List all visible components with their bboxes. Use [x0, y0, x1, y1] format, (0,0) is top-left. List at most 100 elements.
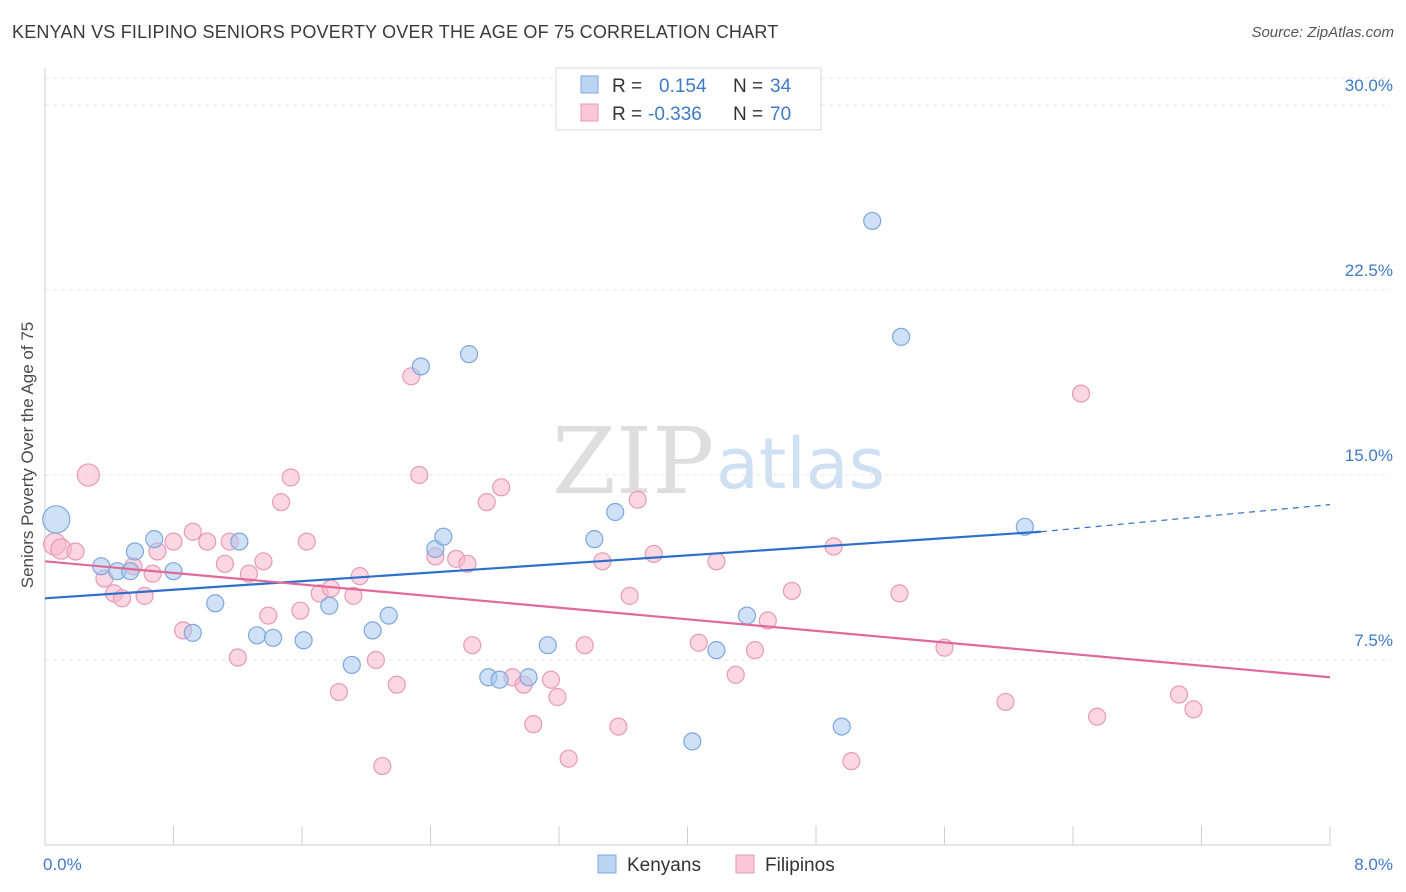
kenyan-point: [230, 532, 249, 551]
filipino-point: [745, 641, 765, 660]
filipino-point: [890, 584, 909, 603]
kenyan-point: [342, 655, 361, 675]
filipino-point: [164, 532, 183, 551]
filipino-point: [373, 756, 392, 776]
axes: [44, 68, 1331, 846]
kenyan-point: [459, 345, 479, 364]
filipino-point: [66, 542, 85, 561]
filipino-point: [281, 468, 300, 487]
filipino-point: [366, 650, 385, 670]
kenyan-point: [320, 596, 339, 615]
filipino-point: [609, 717, 628, 736]
series-legend: Kenyans Filipinos: [597, 854, 835, 876]
y-tick-labels: 7.5% 15.0% 22.5% 30.0%: [1345, 76, 1393, 650]
bottom-legend-label-filipinos: Filipinos: [765, 855, 835, 876]
filipino-point: [344, 586, 363, 605]
filipino-point: [1184, 700, 1203, 719]
watermark-atlas: atlas: [716, 423, 885, 505]
chart-title: KENYAN VS FILIPINO SENIORS POVERTY OVER …: [12, 22, 779, 42]
filipino-point: [726, 665, 745, 684]
legend-r-label-kenyans: R =: [612, 76, 642, 97]
legend-r-label-filipinos: R =: [612, 104, 642, 125]
filipino-point: [76, 463, 101, 487]
legend-swatch-filipinos: [580, 103, 599, 122]
kenyan-point: [737, 606, 757, 625]
y-tick-label: 22.5%: [1345, 261, 1393, 280]
filipino-point: [548, 687, 567, 707]
filipino-point: [1087, 707, 1107, 726]
kenyan-point: [892, 327, 911, 346]
filipino-point: [628, 490, 647, 509]
kenyan-point: [606, 502, 625, 522]
kenyans-trend-extension: [1040, 504, 1331, 533]
legend-r-value-filipinos: -0.336: [648, 104, 702, 125]
filipino-point: [996, 692, 1015, 712]
filipino-point: [492, 478, 511, 497]
filipino-point: [707, 552, 726, 571]
kenyan-point: [363, 621, 382, 640]
filipino-point: [135, 586, 154, 605]
kenyan-point: [1015, 517, 1034, 536]
filipino-point: [254, 552, 273, 571]
legend-n-value-kenyans: 34: [770, 76, 792, 97]
filipino-point: [842, 752, 861, 771]
x-tick-labels: 0.0% 8.0%: [43, 855, 1393, 874]
kenyan-point: [707, 641, 726, 660]
filipino-point: [410, 465, 429, 485]
filipino-point: [758, 611, 777, 630]
kenyan-point: [863, 211, 882, 231]
y-tick-label: 15.0%: [1345, 446, 1393, 465]
kenyan-point: [247, 626, 267, 645]
kenyan-point: [263, 628, 283, 647]
legend-n-value-filipinos: 70: [770, 104, 791, 125]
kenyan-point: [294, 631, 313, 650]
filipino-point: [1169, 685, 1189, 704]
legend-n-label-kenyans: N =: [733, 76, 763, 97]
correlation-legend: R = 0.154 N = 34 R = -0.336 N = 70: [555, 67, 822, 131]
y-tick-label: 30.0%: [1345, 76, 1393, 95]
x-tick-label-min: 0.0%: [43, 855, 82, 874]
kenyan-point: [164, 562, 183, 581]
y-tick-label: 7.5%: [1354, 631, 1393, 650]
filipino-point: [387, 675, 406, 694]
filipinos-trend-line: [44, 560, 1331, 679]
bottom-legend-label-kenyans: Kenyans: [627, 855, 701, 876]
filipino-point: [291, 601, 310, 620]
legend-swatch-kenyans: [580, 75, 599, 94]
kenyan-point: [411, 357, 430, 376]
filipino-point: [297, 532, 316, 551]
kenyan-point: [585, 530, 604, 549]
kenyans-points: [42, 211, 1034, 751]
kenyans-trend-line: [44, 530, 1041, 600]
kenyan-point: [832, 717, 851, 736]
legend-r-value-kenyans: 0.154: [659, 76, 707, 97]
filipino-point: [559, 749, 578, 768]
source-label: Source: ZipAtlas.com: [1251, 24, 1394, 41]
filipino-point: [524, 715, 543, 734]
filipino-point: [272, 493, 291, 512]
filipino-point: [782, 581, 802, 601]
filipino-point: [1071, 384, 1091, 403]
kenyan-point: [183, 623, 202, 642]
kenyan-point: [42, 505, 71, 534]
filipino-point: [215, 554, 234, 573]
bottom-legend-swatch-kenyans: [597, 854, 617, 874]
filipino-point: [329, 682, 349, 702]
kenyan-point: [538, 636, 557, 655]
filipino-point: [458, 554, 477, 573]
filipino-point: [620, 586, 639, 605]
filipino-point: [541, 670, 561, 689]
filipino-point: [644, 544, 663, 564]
filipino-point: [575, 636, 594, 655]
trend-lines: [44, 504, 1331, 679]
filipino-point: [198, 532, 217, 551]
filipino-point: [228, 648, 247, 667]
filipino-point: [477, 493, 496, 512]
filipino-point: [143, 564, 162, 583]
kenyan-point: [121, 562, 140, 581]
kenyan-point: [145, 530, 164, 549]
filipino-point: [259, 606, 278, 625]
kenyan-point: [206, 594, 225, 613]
filipino-point: [689, 633, 708, 652]
filipino-point: [183, 522, 202, 541]
